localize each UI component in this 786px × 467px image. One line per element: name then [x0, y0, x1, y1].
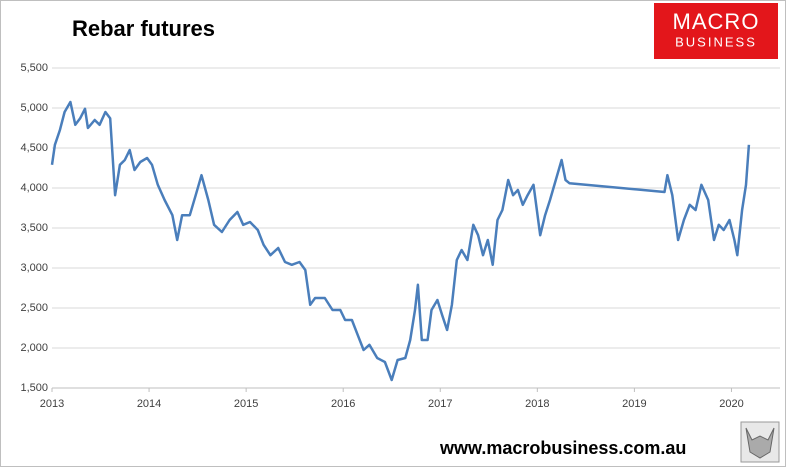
- y-tick-label: 2,000: [20, 342, 48, 354]
- logo-box: [654, 3, 778, 59]
- chart-title: Rebar futures: [72, 16, 215, 41]
- y-tick-label: 1,500: [20, 382, 48, 394]
- wolf-icon: [745, 427, 775, 459]
- y-tick-label: 5,000: [20, 102, 48, 114]
- y-tick-label: 2,500: [20, 302, 48, 314]
- y-tick-label: 5,500: [20, 62, 48, 74]
- logo-text: MACRO: [673, 9, 760, 34]
- x-tick-label: 2019: [622, 398, 646, 410]
- x-tick-label: 2014: [137, 398, 161, 410]
- x-tick-label: 2013: [40, 398, 64, 410]
- data-line: [50, 100, 751, 382]
- x-tick-label: 2015: [234, 398, 258, 410]
- website: www.macrobusiness.com.au: [439, 438, 686, 458]
- logo-text: BUSINESS: [675, 34, 757, 49]
- x-tick-label: 2016: [331, 398, 355, 410]
- y-tick-label: 3,000: [20, 262, 48, 274]
- y-tick-label: 4,500: [20, 142, 48, 154]
- y-tick-label: 4,000: [20, 182, 48, 194]
- x-tick-label: 2017: [428, 398, 452, 410]
- y-tick-label: 3,500: [20, 222, 48, 234]
- x-tick-label: 2020: [719, 398, 743, 410]
- x-tick-label: 2018: [525, 398, 549, 410]
